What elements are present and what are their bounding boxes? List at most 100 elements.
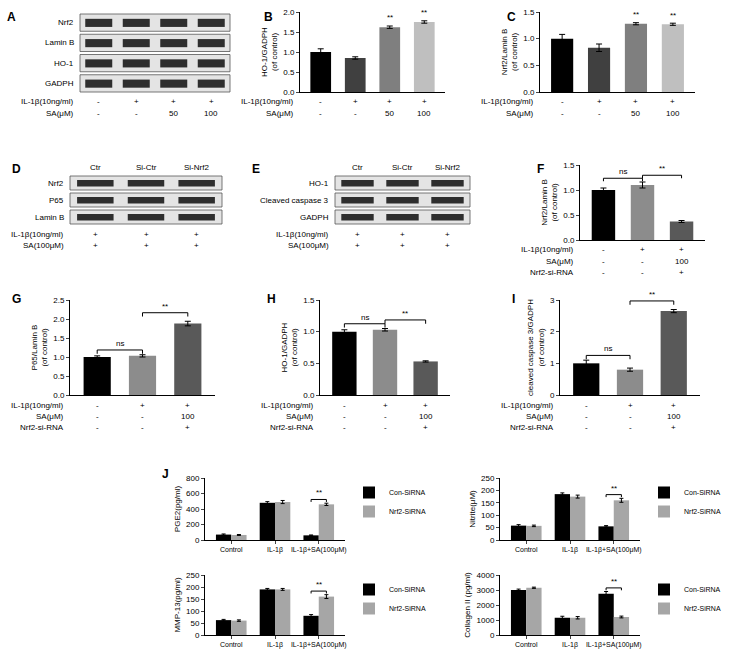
svg-text:IL-1β(10ng/ml): IL-1β(10ng/ml)	[481, 97, 534, 106]
svg-text:P65: P65	[49, 196, 64, 205]
svg-text:-: -	[354, 109, 357, 118]
svg-text:Nrf2-si-RNA: Nrf2-si-RNA	[270, 423, 314, 432]
svg-text:J: J	[162, 467, 169, 481]
svg-text:+: +	[185, 423, 190, 432]
svg-text:1.5: 1.5	[523, 8, 535, 17]
svg-text:D: D	[12, 162, 21, 176]
svg-text:IL-1β(10ng/ml): IL-1β(10ng/ml)	[501, 401, 554, 410]
svg-text:1.0: 1.0	[53, 353, 65, 362]
svg-text:150: 150	[186, 595, 200, 604]
svg-text:IL-1β: IL-1β	[562, 641, 578, 649]
svg-text:-: -	[602, 245, 605, 254]
svg-text:C: C	[507, 10, 516, 24]
svg-text:SA(μM): SA(μM)	[286, 412, 314, 421]
svg-text:-: -	[96, 423, 99, 432]
svg-text:**: **	[387, 13, 393, 22]
svg-text:0.0: 0.0	[523, 88, 535, 97]
svg-text:IL-1β(10ng/ml): IL-1β(10ng/ml)	[11, 401, 64, 410]
svg-text:100: 100	[666, 109, 680, 118]
svg-text:+: +	[423, 401, 428, 410]
svg-text:Nrf2-si-RNA: Nrf2-si-RNA	[510, 423, 554, 432]
svg-text:-: -	[97, 97, 100, 106]
svg-text:SA(μM): SA(μM)	[506, 109, 534, 118]
svg-text:1.0: 1.0	[283, 48, 295, 57]
svg-text:B: B	[264, 10, 273, 24]
svg-text:1.5: 1.5	[303, 296, 315, 305]
svg-text:+: +	[93, 241, 98, 250]
svg-text:100: 100	[481, 511, 495, 520]
svg-text:Nrf2/Lamin B(of control): Nrf2/Lamin B(of control)	[540, 179, 559, 226]
svg-text:4000: 4000	[477, 571, 495, 580]
svg-text:Si-Ctr: Si-Ctr	[136, 163, 157, 172]
svg-text:600: 600	[186, 489, 200, 498]
svg-text:-: -	[319, 97, 322, 106]
svg-text:IL-1β(10ng/ml): IL-1β(10ng/ml)	[521, 245, 574, 254]
svg-text:+: +	[383, 401, 388, 410]
svg-text:+: +	[144, 230, 149, 239]
svg-text:100: 100	[186, 607, 200, 616]
svg-text:+: +	[679, 245, 684, 254]
svg-text:1.5: 1.5	[283, 28, 295, 37]
svg-text:+: +	[209, 97, 214, 106]
svg-text:**: **	[633, 10, 639, 19]
svg-text:+: +	[171, 97, 176, 106]
svg-text:**: **	[316, 580, 322, 589]
svg-text:IL-1β+SA(100μM): IL-1β+SA(100μM)	[586, 546, 642, 554]
svg-text:Nrf2-SiRNA: Nrf2-SiRNA	[684, 605, 721, 612]
svg-text:-: -	[96, 401, 99, 410]
svg-text:150: 150	[481, 499, 495, 508]
svg-text:200: 200	[186, 583, 200, 592]
svg-text:IL-1β(10ng/ml): IL-1β(10ng/ml)	[276, 230, 329, 239]
svg-text:F: F	[537, 162, 544, 176]
svg-text:-: -	[585, 423, 588, 432]
svg-text:**: **	[316, 488, 322, 497]
svg-text:Con-SiRNA: Con-SiRNA	[684, 489, 721, 496]
svg-text:Ctr: Ctr	[352, 163, 363, 172]
svg-text:Si-Ctr: Si-Ctr	[392, 163, 413, 172]
svg-text:0: 0	[550, 391, 555, 400]
svg-text:50: 50	[190, 619, 199, 628]
svg-text:HO-1: HO-1	[309, 179, 329, 188]
svg-text:1000: 1000	[477, 616, 495, 625]
svg-text:2.0: 2.0	[53, 315, 65, 324]
svg-text:0: 0	[490, 536, 495, 545]
svg-text:+: +	[679, 268, 684, 277]
svg-text:0.0: 0.0	[53, 391, 65, 400]
svg-text:1.5: 1.5	[53, 334, 65, 343]
svg-text:+: +	[633, 97, 638, 106]
svg-text:PGE2(pg/ml): PGE2(pg/ml)	[173, 486, 182, 533]
svg-text:HO-1: HO-1	[54, 59, 74, 68]
svg-text:ns: ns	[361, 313, 369, 322]
svg-text:+: +	[185, 401, 190, 410]
svg-text:-: -	[319, 109, 322, 118]
svg-text:0: 0	[195, 631, 200, 640]
svg-text:**: **	[611, 484, 617, 493]
svg-text:Con-SiRNA: Con-SiRNA	[389, 489, 426, 496]
svg-text:+: +	[194, 230, 199, 239]
svg-text:HO-1/GADPH(of control): HO-1/GADPH(of control)	[260, 27, 279, 77]
svg-text:250: 250	[481, 474, 495, 483]
svg-text:Nrf2/Lamin B(of control): Nrf2/Lamin B(of control)	[500, 29, 519, 76]
svg-text:IL-1β+SA(100μM): IL-1β+SA(100μM)	[586, 641, 642, 649]
svg-text:+: +	[671, 423, 676, 432]
svg-text:-: -	[629, 423, 632, 432]
svg-text:-: -	[384, 412, 387, 421]
svg-text:SA(μM): SA(μM)	[266, 109, 294, 118]
svg-text:Nrf2-SiRNA: Nrf2-SiRNA	[389, 508, 426, 515]
svg-text:+: +	[353, 97, 358, 106]
svg-text:A: A	[7, 10, 16, 24]
svg-text:1: 1	[550, 359, 555, 368]
svg-text:E: E	[252, 162, 260, 176]
svg-text:-: -	[629, 412, 632, 421]
svg-text:Ctr: Ctr	[90, 163, 101, 172]
svg-text:Lamin B: Lamin B	[35, 213, 64, 222]
svg-text:Collagen II (pg/ml): Collagen II (pg/ml)	[463, 572, 472, 638]
svg-text:-: -	[343, 423, 346, 432]
svg-text:-: -	[585, 401, 588, 410]
svg-text:Nrf2-SiRNA: Nrf2-SiRNA	[389, 605, 426, 612]
svg-text:3000: 3000	[477, 586, 495, 595]
svg-text:ns: ns	[604, 344, 612, 353]
svg-text:IL-1β: IL-1β	[267, 641, 283, 649]
svg-text:50: 50	[631, 109, 640, 118]
svg-text:Nrf2: Nrf2	[48, 179, 64, 188]
